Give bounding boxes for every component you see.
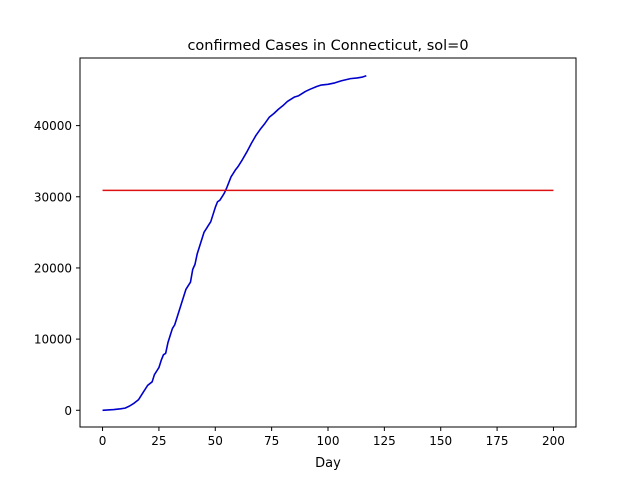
y-tick-label: 40000: [34, 119, 72, 133]
y-tick-label: 30000: [34, 190, 72, 204]
x-tick-label: 50: [208, 434, 223, 448]
x-tick-label: 75: [264, 434, 279, 448]
x-tick-label: 200: [542, 434, 565, 448]
x-tick-label: 125: [373, 434, 396, 448]
x-tick-label: 0: [99, 434, 107, 448]
axes-frame: [79, 57, 577, 428]
y-tick-label: 10000: [34, 333, 72, 347]
x-axis-label: Day: [315, 456, 341, 471]
chart-title: confirmed Cases in Connecticut, sol=0: [187, 38, 468, 54]
x-tick-label: 25: [151, 434, 166, 448]
x-tick-label: 150: [429, 434, 452, 448]
series-line-0: [102, 75, 367, 412]
x-tick-label: 100: [317, 434, 340, 448]
x-tick-label: 175: [486, 434, 509, 448]
y-tick-label: 0: [64, 404, 72, 418]
plot-area: 0 25 50 75 100 125 150 175 200 0 10000 20000 30000 40…: [34, 75, 565, 448]
y-tick-label: 20000: [34, 261, 72, 275]
